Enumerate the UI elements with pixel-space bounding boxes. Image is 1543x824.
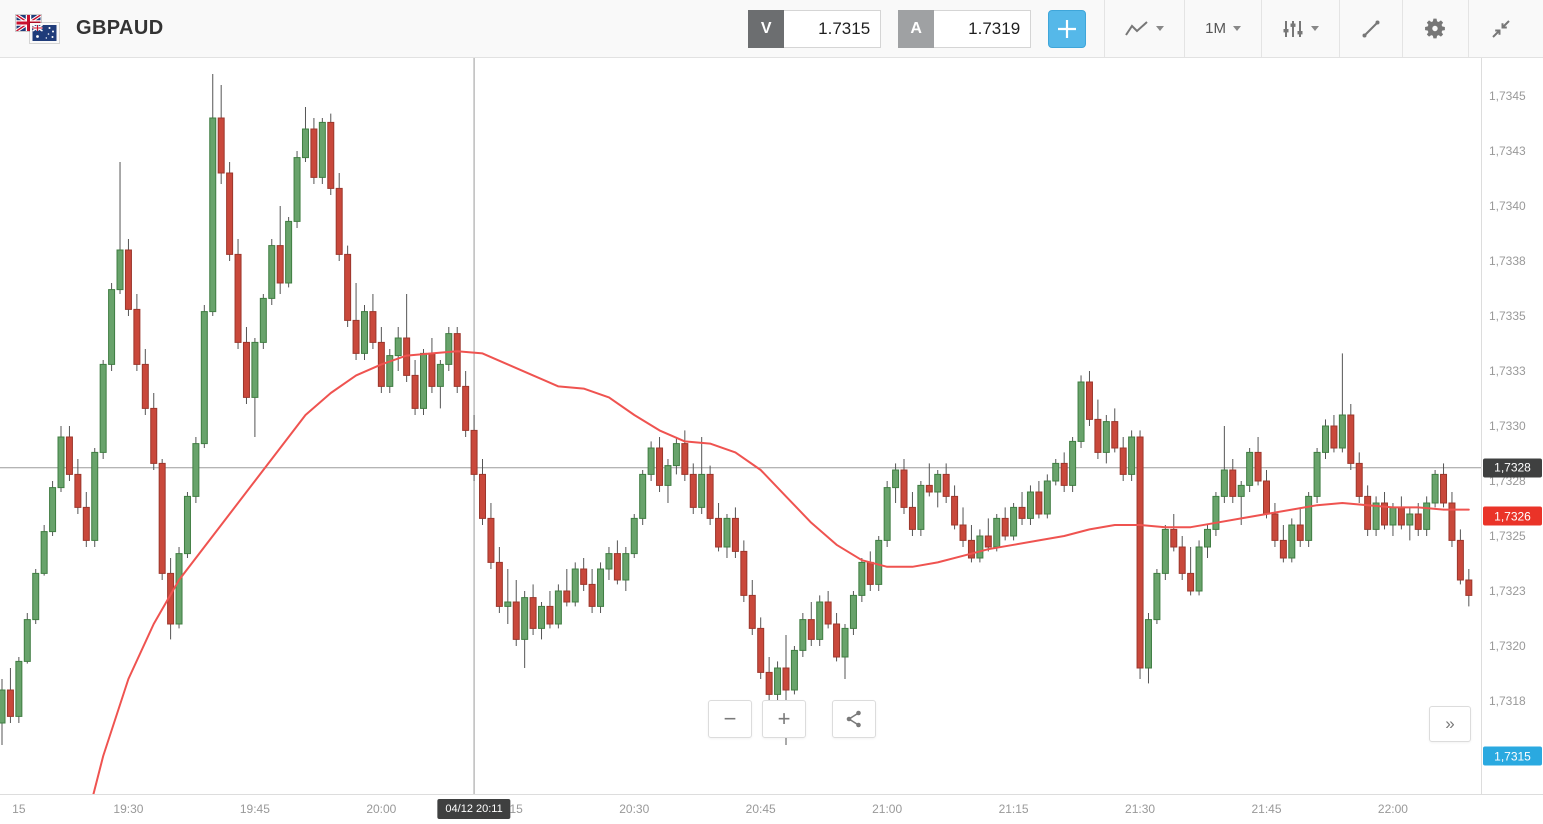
price-axis-label: 1,7323 (1489, 584, 1526, 598)
price-axis[interactable]: 1,7345 1,7343 1,7340 1,7338 1,7335 1,7333 1,73… (1481, 58, 1543, 794)
time-axis-tick: 19:45 (239, 802, 270, 816)
toolbar-separator (1104, 0, 1106, 57)
price-axis-label: 1,7333 (1489, 364, 1526, 378)
candlestick-chart-canvas[interactable] (0, 58, 1481, 794)
price-axis-label: 1,7343 (1489, 144, 1526, 158)
time-axis-tick: 19:30 (113, 802, 144, 816)
instrument-brand: GBPAUD (0, 11, 164, 47)
australia-flag-icon (32, 24, 57, 41)
sell-tag[interactable]: V (748, 9, 785, 48)
zoom-controls: − + (708, 700, 876, 738)
trend-line-icon (1362, 20, 1380, 37)
buy-quote-group: A 1.7319 (898, 9, 1032, 48)
price-axis-label: 1,7325 (1489, 529, 1526, 543)
share-icon (846, 710, 861, 728)
chart-type-dropdown[interactable] (1105, 0, 1184, 57)
ma-price-badge: 1,7326 (1483, 506, 1542, 526)
crosshair-time-badge: 04/12 20:11 (437, 799, 511, 819)
toolbar-separator (1402, 0, 1403, 57)
price-axis-label: 1,7335 (1489, 309, 1526, 323)
indicators-icon (1283, 20, 1303, 37)
collapse-icon (1492, 19, 1510, 38)
share-button[interactable] (832, 700, 876, 738)
gear-icon (1425, 18, 1445, 39)
timeframe-dropdown[interactable]: 1M (1185, 0, 1261, 57)
sell-price-badge: 1,7315 (1483, 746, 1542, 766)
price-axis-label: 1,7345 (1489, 89, 1526, 103)
sell-price-button[interactable]: 1.7315 (784, 9, 882, 48)
symbol-title: GBPAUD (76, 17, 164, 39)
buy-tag[interactable]: A (898, 9, 935, 48)
buy-price-button[interactable]: 1.7319 (934, 9, 1032, 48)
chevron-down-icon (1156, 26, 1165, 31)
chevron-down-icon (1311, 26, 1319, 31)
time-axis-tick: 22:00 (1377, 802, 1408, 816)
time-axis-tick: 21:30 (1125, 802, 1156, 816)
price-axis-label: 1,7330 (1489, 419, 1526, 433)
toolbar-separator (1468, 0, 1469, 57)
price-axis-label: 1,7318 (1489, 694, 1526, 708)
price-axis-label: 1,7328 (1489, 474, 1526, 488)
price-axis-label: 1,7340 (1489, 199, 1526, 213)
time-axis[interactable]: 1519:3019:4520:0020:1520:3020:4521:0021:… (0, 794, 1543, 824)
toolbar-separator (1339, 0, 1340, 57)
expand-more-button[interactable]: » (1429, 706, 1471, 742)
indicators-dropdown[interactable] (1262, 0, 1339, 57)
time-axis-tick: 20:30 (619, 802, 650, 816)
toolbar-separator (1261, 0, 1262, 57)
zoom-in-button[interactable]: + (762, 700, 806, 738)
price-axis-label: 1,7320 (1489, 639, 1526, 653)
draw-tools-button[interactable] (1340, 0, 1402, 57)
collapse-chart-button[interactable] (1469, 0, 1533, 57)
zoom-out-button[interactable]: − (708, 700, 752, 738)
price-axis-label: 1,7338 (1489, 254, 1526, 268)
time-axis-tick: 21:45 (1251, 802, 1282, 816)
instrument-flags (16, 11, 62, 47)
time-axis-tick: 15 (12, 802, 26, 816)
settings-button[interactable] (1403, 0, 1468, 57)
time-axis-tick: 20:45 (745, 802, 776, 816)
toolbar-right: V 1.7315 A 1.7319 1M (748, 0, 1543, 57)
time-axis-tick: 20:00 (366, 802, 397, 816)
toolbar: GBPAUD V 1.7315 A 1.7319 1M (0, 0, 1543, 58)
timeframe-label: 1M (1205, 20, 1226, 37)
chevron-down-icon (1233, 26, 1241, 31)
crosshair-price-badge: 1,7328 (1483, 458, 1542, 478)
toolbar-separator (1184, 0, 1186, 57)
sell-quote-group: V 1.7315 (748, 9, 882, 48)
crosshair-icon (1058, 19, 1077, 38)
line-chart-icon (1125, 20, 1148, 36)
time-axis-tick: 21:15 (998, 802, 1029, 816)
price-chart[interactable] (0, 58, 1481, 794)
time-axis-tick: 21:00 (872, 802, 903, 816)
crosshair-button[interactable] (1048, 9, 1087, 48)
